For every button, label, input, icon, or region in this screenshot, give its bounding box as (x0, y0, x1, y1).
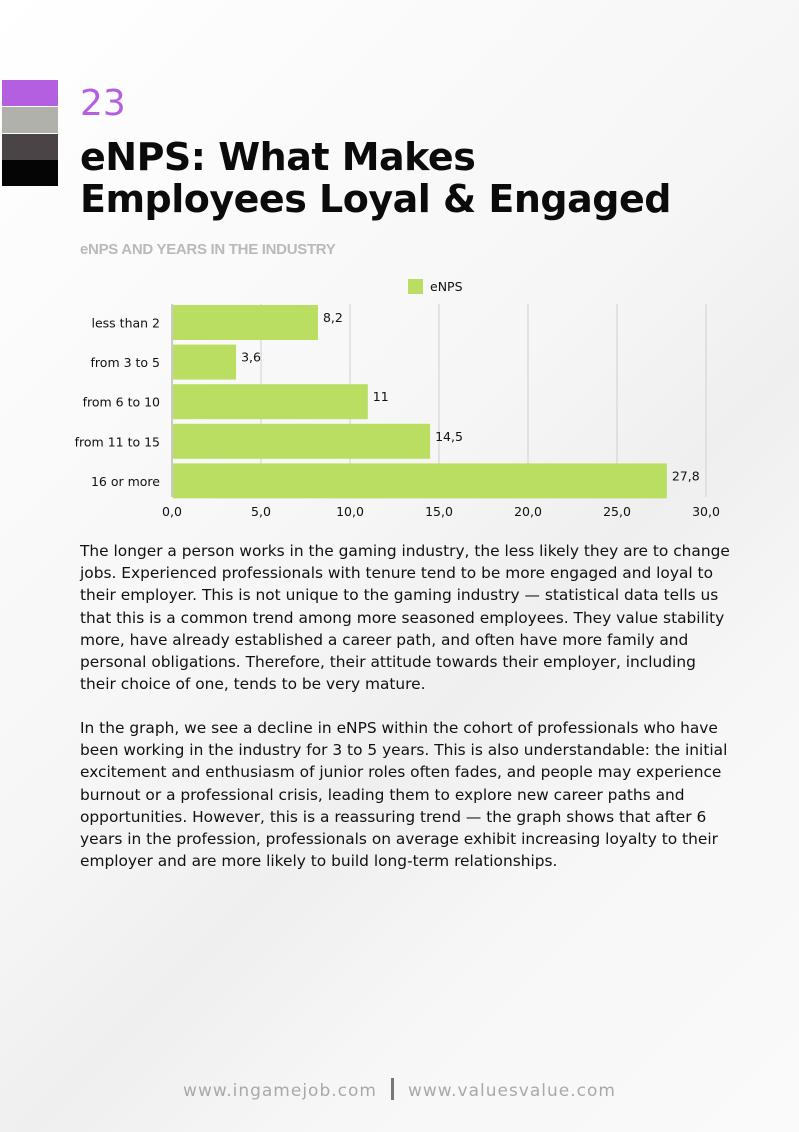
legend-label: eNPS (430, 279, 463, 294)
category-label: from 3 to 5 (91, 355, 160, 370)
data-label: 14,5 (435, 429, 463, 444)
bar (173, 463, 667, 499)
category-label: from 11 to 15 (75, 434, 160, 449)
page-title-line-2: Employees Loyal & Engaged (80, 177, 671, 221)
page-number: 23 (80, 83, 126, 124)
x-tick-label: 5,0 (251, 504, 271, 519)
category-label: less than 2 (92, 316, 161, 331)
bar (173, 305, 318, 340)
x-tick-label: 10,0 (336, 504, 364, 519)
footer: www.ingamejob.com www.valuesvalue.com (0, 1078, 799, 1102)
footer-separator (390, 1078, 394, 1100)
x-tick-label: 25,0 (603, 504, 631, 519)
color-swatch-gray (2, 107, 58, 133)
footer-link-valuesvalue[interactable]: www.valuesvalue.com (407, 1081, 616, 1101)
body-paragraph-2: In the graph, we see a decline in eNPS w… (80, 719, 728, 871)
x-tick-label: 0,0 (162, 504, 182, 519)
bar (173, 344, 237, 380)
color-swatch-purple (2, 80, 58, 106)
body-paragraph-1: The longer a person works in the gaming … (80, 542, 730, 694)
data-label: 3,6 (241, 350, 261, 365)
page-title-line-1: eNPS: What Makes (80, 135, 476, 179)
data-label: 11 (373, 389, 389, 404)
legend-swatch (408, 279, 423, 294)
color-swatch-black (2, 160, 58, 186)
bar (173, 423, 431, 459)
footer-link-ingamejob[interactable]: www.ingamejob.com (183, 1081, 377, 1101)
color-swatch-dark (2, 134, 58, 160)
page-title: eNPS: What Makes Employees Loyal & Engag… (80, 136, 780, 220)
x-tick-label: 20,0 (514, 504, 542, 519)
enps-bar-chart: 0,0 5,0 10,0 15,0 20,0 25,0 30,0 less than 2 8,2… (75, 279, 720, 519)
chart-title: eNPS AND YEARS IN THE INDUSTRY (80, 241, 336, 258)
category-label: from 6 to 10 (83, 395, 160, 410)
data-label: 27,8 (672, 468, 700, 483)
category-label: 16 or more (91, 474, 160, 489)
bar (173, 384, 368, 420)
x-tick-label: 15,0 (425, 504, 453, 519)
x-tick-label: 30,0 (692, 504, 720, 519)
data-label: 8,2 (323, 310, 343, 325)
